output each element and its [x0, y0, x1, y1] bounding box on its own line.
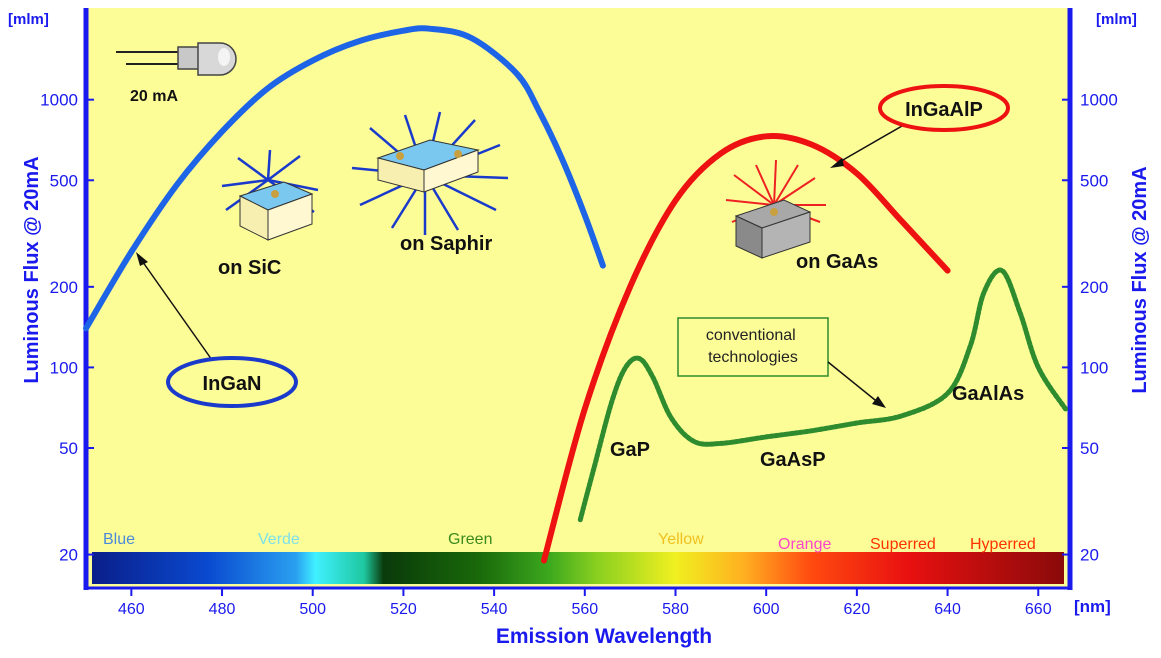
y-tick-label-left: 1000	[40, 91, 78, 110]
y-tick-label-right: 500	[1080, 171, 1108, 190]
y-tick-label-left: 50	[59, 439, 78, 458]
plot-background	[86, 8, 1070, 588]
left-axis-unit: [mlm]	[8, 11, 49, 28]
y-tick-label-left: 500	[50, 171, 78, 190]
ingaalp-arrow	[835, 125, 903, 165]
gaasp-label: GaAsP	[760, 449, 826, 471]
x-tick-label: 580	[662, 601, 689, 618]
x-tick-label: 620	[844, 601, 871, 618]
chip-sic-icon	[221, 149, 319, 241]
x-tick-label: 480	[209, 601, 236, 618]
ingan-ellipse	[166, 356, 298, 408]
y-tick-label-right: 200	[1080, 278, 1108, 297]
conventional-label-line2: technologies	[708, 349, 798, 366]
right-axis-label: Luminous Flux @ 20mA	[1129, 166, 1151, 393]
band-label-verde: Verde	[258, 531, 300, 548]
on-sic-label: on SiC	[218, 257, 281, 279]
x-tick-label: 540	[481, 601, 508, 618]
x-tick-label: 640	[934, 601, 961, 618]
gaalas-label: GaAlAs	[952, 383, 1024, 405]
color-band-labels: Blue Verde Green Yellow Orange Superred …	[103, 531, 1036, 553]
band-label-hyperred: Hyperred	[970, 536, 1036, 553]
axis-ticks: 460 480 500 520 540 560 580 600 620 640 660 20 20 50 5…	[40, 91, 1118, 618]
series-line-ingan	[83, 25, 606, 332]
conventional-label-line1: conventional	[706, 327, 796, 344]
spectrum-bar	[92, 552, 1064, 584]
conventional-arrowhead	[872, 396, 886, 408]
x-axis-unit: [nm]	[1074, 597, 1111, 616]
ingaalp-ellipse	[878, 84, 1010, 132]
ingan-label: InGaN	[203, 373, 262, 395]
right-axis-unit: [mlm]	[1096, 11, 1137, 28]
conventional-label: conventional technologies	[706, 327, 800, 366]
series-line-ingaalp	[541, 132, 951, 564]
y-tick-label-right: 50	[1080, 439, 1099, 458]
y-tick-label-right: 20	[1080, 546, 1099, 565]
ingaalp-label: InGaAlP	[905, 99, 983, 121]
series-layer	[83, 25, 1068, 564]
band-label-orange: Orange	[778, 536, 831, 553]
chip-gaas-icon	[725, 159, 826, 259]
y-tick-label-left: 100	[50, 358, 78, 377]
on-gaas-label: on GaAs	[796, 251, 878, 273]
series-line-conventional	[577, 267, 1068, 523]
current-label: 20 mA	[130, 88, 178, 105]
chip-saphir-icon	[351, 111, 509, 235]
x-tick-label: 460	[118, 601, 145, 618]
x-tick-label: 560	[571, 601, 598, 618]
x-tick-label: 500	[299, 601, 326, 618]
conventional-arrow	[827, 361, 881, 405]
gap-label: GaP	[610, 439, 650, 461]
ingan-arrowhead	[136, 252, 148, 266]
y-tick-label-right: 100	[1080, 358, 1108, 377]
x-tick-label: 520	[390, 601, 417, 618]
y-tick-label-left: 20	[59, 546, 78, 565]
led-icon	[116, 42, 237, 76]
band-label-green: Green	[448, 531, 492, 548]
on-saphir-label: on Saphir	[400, 233, 492, 255]
x-tick-label: 600	[753, 601, 780, 618]
band-label-superred: Superred	[870, 536, 936, 553]
ingan-arrow	[139, 257, 213, 361]
x-tick-label: 660	[1025, 601, 1052, 618]
band-label-blue: Blue	[103, 531, 135, 548]
conventional-box	[677, 317, 829, 377]
band-label-yellow: Yellow	[658, 531, 704, 548]
y-tick-label-left: 200	[50, 278, 78, 297]
y-tick-label-right: 1000	[1080, 91, 1118, 110]
x-axis-label: Emission Wavelength	[496, 625, 712, 648]
left-axis-label: Luminous Flux @ 20mA	[21, 156, 43, 383]
ingaalp-arrowhead	[830, 158, 844, 168]
